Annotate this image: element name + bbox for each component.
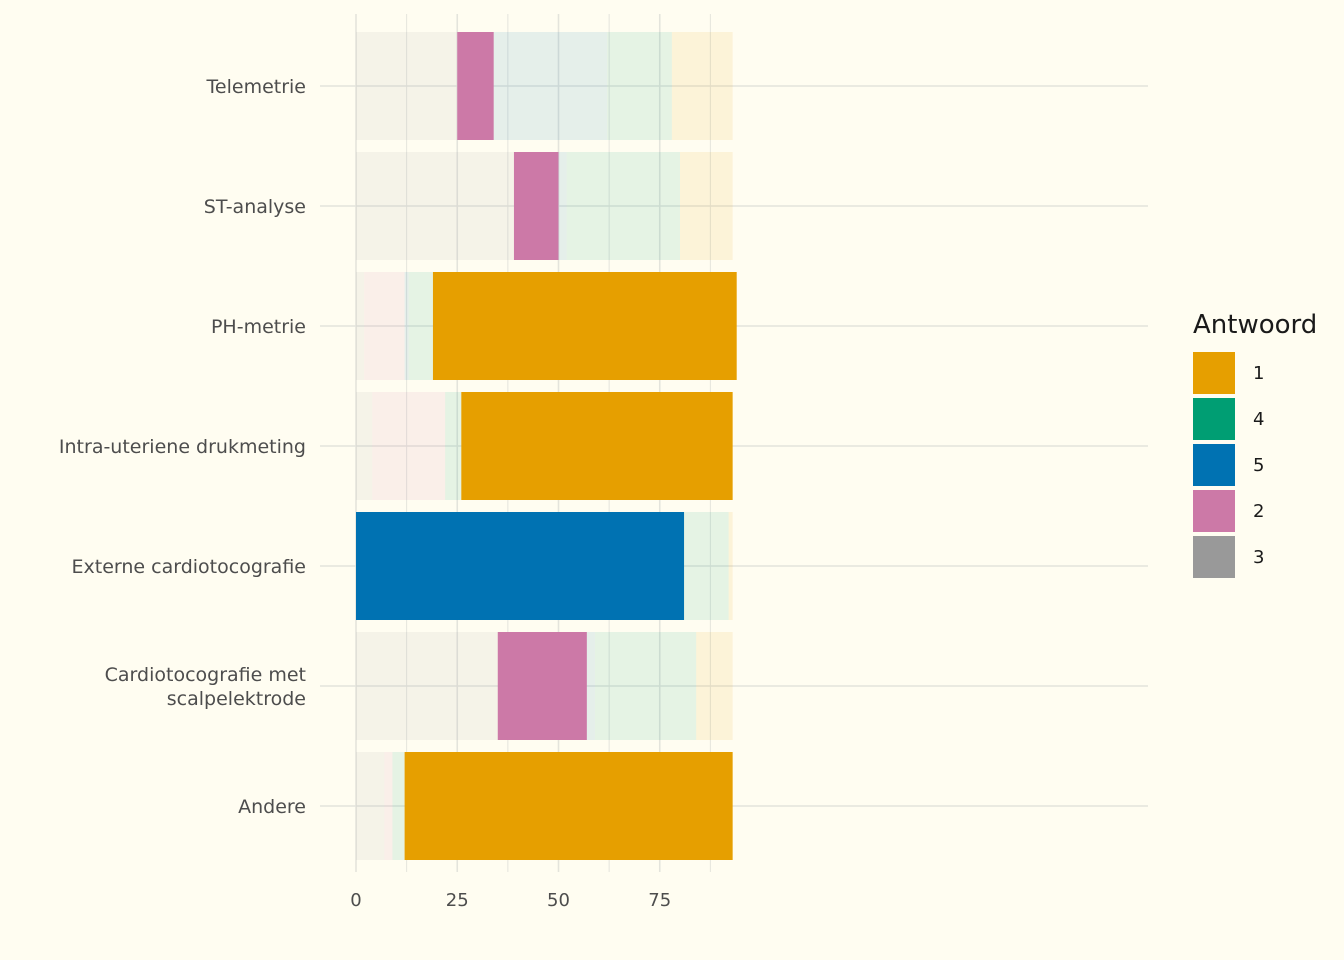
legend-swatch (1193, 398, 1235, 440)
bar-segment (356, 32, 458, 140)
y-axis-labels: Telemetrie ST-analyse PH-metrie Intra-uteri… (59, 76, 306, 818)
bar-segment (404, 272, 409, 380)
bar-segment (356, 632, 498, 740)
y-tick-label: Andere (238, 796, 306, 818)
legend-label: 3 (1253, 547, 1264, 568)
bar-segment (728, 512, 733, 620)
y-tick-label: Telemetrie (206, 76, 306, 98)
x-tick-label: 75 (648, 890, 671, 911)
bar-segment (594, 632, 697, 740)
bar-segment (558, 152, 567, 260)
bar-segment (408, 272, 433, 380)
legend-swatch (1193, 444, 1235, 486)
legend-title: Antwoord (1193, 310, 1317, 340)
bar-segment (696, 632, 733, 740)
bar-segment (493, 32, 608, 140)
y-tick-label: Externe cardiotocografie (72, 556, 307, 578)
legend-label: 4 (1253, 409, 1264, 430)
bar-segment (461, 392, 733, 500)
bar-segment (384, 752, 393, 860)
legend-label: 2 (1253, 501, 1264, 522)
bar-segment (356, 272, 365, 380)
bar-segment (607, 32, 672, 140)
bar-segment (356, 512, 685, 620)
y-tick-label: Intra-uteriene drukmeting (59, 436, 306, 458)
bar-segment (432, 272, 737, 380)
x-tick-label: 50 (547, 890, 570, 911)
y-tick-label: ST-analyse (204, 196, 306, 218)
y-tick-label: scalpelektrode (167, 688, 306, 710)
bar-segment (566, 152, 680, 260)
legend-swatch (1193, 352, 1235, 394)
bar-segment (356, 152, 514, 260)
legend: Antwoord 1 4 5 2 3 (1193, 310, 1317, 578)
x-tick-label: 25 (446, 890, 469, 911)
bar-segment (372, 392, 446, 500)
bar-segment (671, 32, 733, 140)
x-tick-label: 0 (350, 890, 361, 911)
bar-segment (457, 32, 494, 140)
bar-segment (680, 152, 733, 260)
legend-label: 1 (1253, 363, 1264, 384)
bar-segment (356, 392, 373, 500)
bar-segment (392, 752, 405, 860)
x-axis-labels: 0 25 50 75 (350, 890, 671, 911)
bar-segment (684, 512, 729, 620)
bar-segment (404, 752, 733, 860)
y-tick-label: Cardiotocografie met (105, 664, 306, 686)
bars (356, 32, 737, 860)
bar-segment (586, 632, 595, 740)
bar-segment (497, 632, 587, 740)
legend-swatch (1193, 490, 1235, 532)
y-tick-label: PH-metrie (211, 316, 306, 338)
bar-segment (445, 392, 462, 500)
bar-segment (513, 152, 559, 260)
bar-segment (364, 272, 405, 380)
legend-label: 5 (1253, 455, 1264, 476)
legend-swatch (1193, 536, 1235, 578)
bar-segment (356, 752, 385, 860)
